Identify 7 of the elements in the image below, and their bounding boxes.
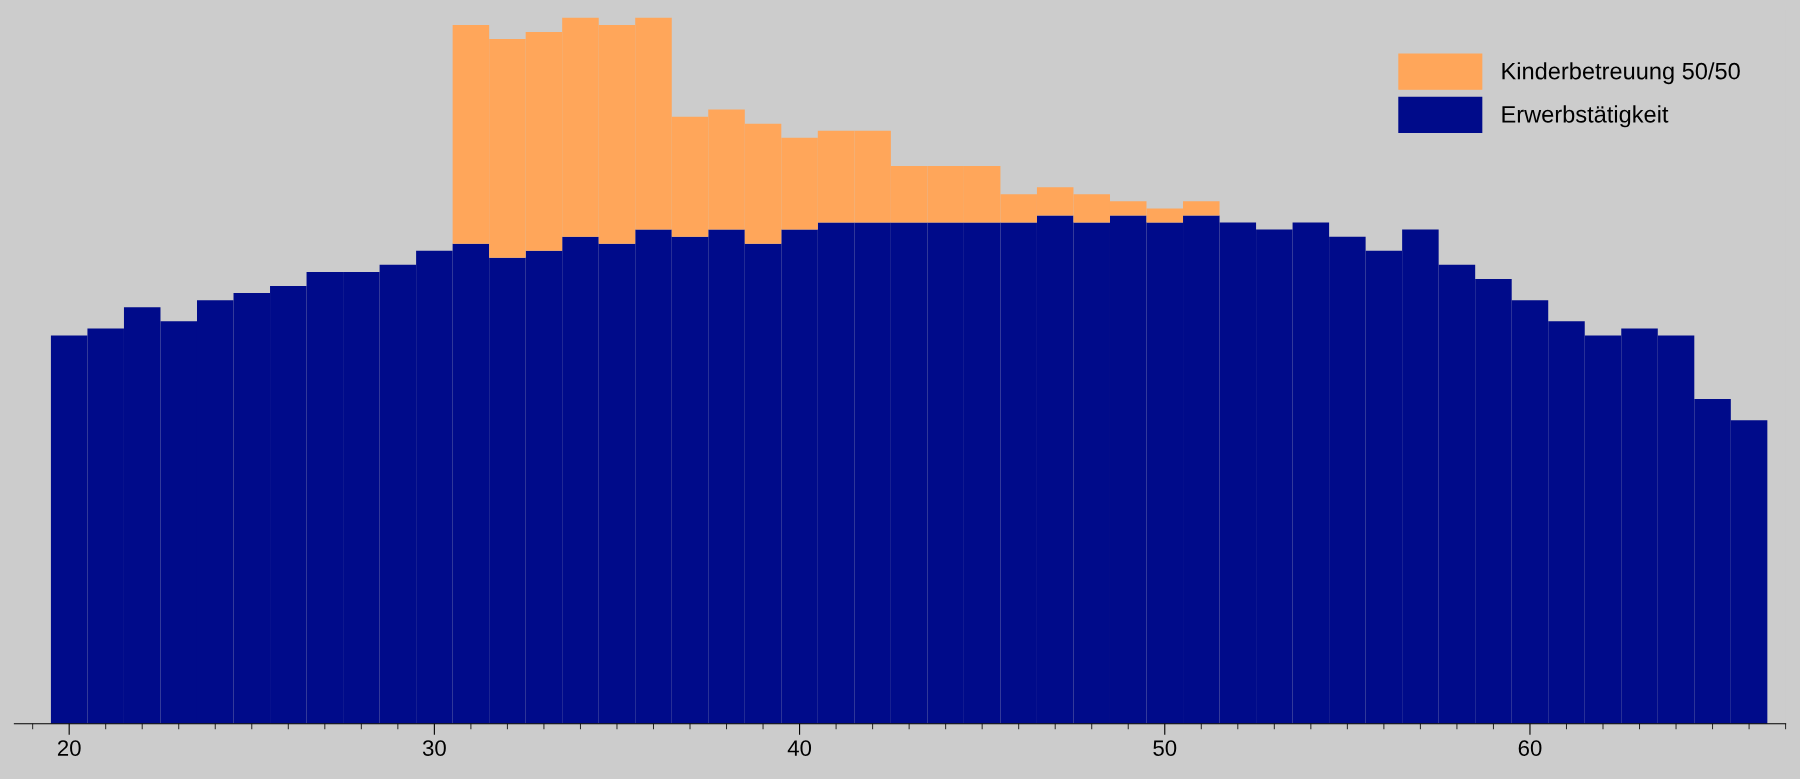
legend-label: Kinderbetreuung 50/50 bbox=[1502, 62, 1740, 85]
x-tick-label: 40 bbox=[787, 740, 812, 756]
legend-label: Erwerbstätigkeit bbox=[1502, 105, 1669, 128]
x-tick-label: 20 bbox=[57, 740, 81, 756]
x-tick-label: 30 bbox=[422, 740, 446, 756]
x-tick-label: 60 bbox=[1518, 740, 1542, 756]
x-tick-label: 50 bbox=[1153, 740, 1177, 756]
